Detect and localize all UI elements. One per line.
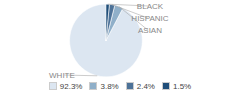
svg-text:WHITE: WHITE [49,71,75,80]
svg-text:ASIAN: ASIAN [138,26,162,35]
html-text:3.8%: 3.8% [100,81,119,91]
html-text:92.3%: 92.3% [59,81,83,91]
svg-text:BLACK: BLACK [137,2,164,11]
svg-text:HISPANIC: HISPANIC [131,14,168,23]
html-text:2.4%: 2.4% [136,81,155,91]
html-text:1.5%: 1.5% [173,81,192,91]
